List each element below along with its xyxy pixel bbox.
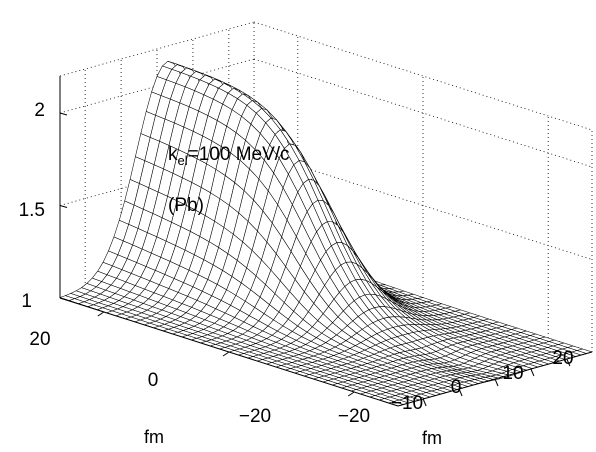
surface-mesh (59, 61, 593, 407)
x-axis-label: fm (422, 428, 442, 448)
x-tick-label-0: 0 (451, 377, 462, 398)
x-tick-20 (566, 358, 571, 367)
y-tick-label-20: 20 (29, 329, 50, 350)
y-tick-0 (222, 351, 230, 357)
axes-layer (59, 76, 593, 407)
z-tick-1.5 (59, 205, 68, 208)
y-tick--20 (347, 391, 355, 397)
y-tick-label-0: 0 (148, 370, 159, 391)
z-tick-label-2: 2 (34, 100, 45, 121)
x-tick-10 (530, 368, 535, 377)
y-axis-label: fm (144, 427, 164, 447)
x-tick--10 (458, 388, 463, 397)
x-tick-label-10: 10 (502, 363, 523, 384)
momentum-subscript: el (178, 153, 188, 168)
y-tick-20 (97, 311, 105, 317)
grid-line-back-top (59, 21, 255, 77)
momentum-annotation: kel=100 MeV/c (168, 144, 290, 168)
momentum-value: =100 MeV/c (188, 144, 290, 165)
x-tick-0 (494, 378, 499, 387)
x-tick-label-minus10: −10 (391, 393, 423, 414)
z-tick-label-1.5: 1.5 (19, 200, 45, 221)
y-tick-label-minus20: −20 (239, 406, 271, 427)
x-tick-label-20: 20 (552, 348, 573, 369)
z-tick-label-1: 1 (21, 291, 32, 312)
target-annotation: (Pb) (168, 195, 204, 216)
z-tick-2 (59, 112, 68, 116)
momentum-prefix: k (168, 144, 178, 165)
x-tick-label-minus20: −20 (338, 406, 370, 427)
x-tick--20 (422, 398, 427, 407)
